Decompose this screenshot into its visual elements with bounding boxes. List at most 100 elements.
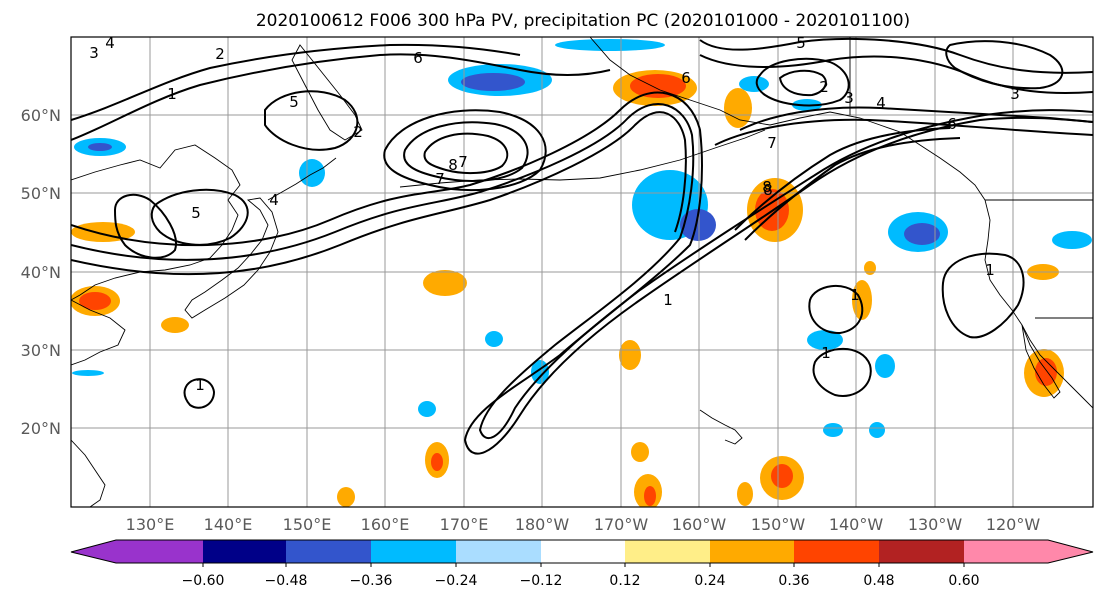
precip-blob: [337, 487, 355, 507]
coastline-philippines: [71, 439, 106, 507]
pv-contour-label: 1: [195, 376, 205, 394]
lat-label: 40°N: [21, 263, 61, 282]
colorbar: −0.60 −0.48 −0.36 −0.24 −0.12 0.12 0.24 …: [70, 539, 1094, 589]
precip-blob: [161, 317, 189, 333]
coastline-asia: [71, 144, 241, 301]
pv-contour-label: 4: [105, 34, 115, 52]
colorbar-segment: [794, 540, 880, 563]
lon-label: 160°E: [361, 515, 410, 534]
lon-label: 140°W: [829, 515, 884, 534]
pv-contour-label: 2: [215, 45, 225, 63]
lat-label: 50°N: [21, 184, 61, 203]
precip-blob: [431, 453, 443, 471]
precip-blob: [823, 423, 843, 437]
precip-blob: [680, 209, 716, 241]
coastline-kurils: [267, 157, 337, 201]
precip-blob: [555, 39, 665, 51]
pv-contour-label: 5: [191, 204, 201, 222]
pv-contour-label: 8: [763, 181, 773, 199]
lon-label: 130°W: [908, 515, 963, 534]
precip-blob: [631, 442, 649, 462]
colorbar-tick-label: −0.12: [520, 573, 563, 589]
lon-label: 150°W: [751, 515, 806, 534]
map-frame: [70, 36, 1094, 508]
precip-blob: [72, 370, 104, 376]
lon-label: 140°E: [204, 515, 253, 534]
lon-label: 120°W: [986, 515, 1041, 534]
colorbar-segment: [710, 540, 795, 563]
pv-contour: [264, 90, 359, 151]
colorbar-tick-label: −0.48: [265, 573, 308, 589]
pv-contour: [699, 54, 1093, 94]
pv-contour-label: 4: [269, 191, 279, 209]
pv-contour-label: 6: [947, 115, 957, 133]
pv-contour: [778, 69, 827, 97]
colorbar-extend-left: [71, 540, 116, 563]
precip-blob: [423, 270, 467, 296]
coastlines: [71, 37, 1093, 507]
pv-contour-label: 3: [844, 89, 854, 107]
precip-blob: [852, 280, 872, 320]
precip-blob: [644, 486, 656, 506]
lon-label: 170°W: [594, 515, 649, 534]
colorbar-tick-label: 0.24: [694, 573, 725, 589]
pv-contour: [150, 188, 249, 246]
lat-label: 60°N: [21, 106, 61, 125]
pv-contour-label: 1: [663, 291, 673, 309]
precip-blob: [739, 76, 769, 92]
pv-contours: [71, 37, 1093, 455]
colorbar-segment: [456, 540, 542, 563]
map-panel: 1 2 3 4 5 6 7 8 1 2 3 4 5 6 7 8 1 2 3 4: [70, 34, 1094, 508]
precip-blob: [418, 401, 436, 417]
colorbar-segments: [71, 540, 1093, 563]
pv-contour-label: 6: [413, 49, 423, 67]
colorbar-segment: [286, 540, 372, 563]
precip-blob: [79, 292, 111, 310]
lon-label: 170°E: [440, 515, 489, 534]
colorbar-tick-label: 0.60: [948, 573, 979, 589]
pv-contour: [71, 43, 521, 121]
pv-contour: [808, 284, 864, 335]
coastline-hawaii: [699, 409, 743, 445]
gridlines: [71, 37, 1093, 507]
pv-contour-label: 3: [89, 44, 99, 62]
colorbar-segment: [964, 540, 1049, 563]
precip-blob: [737, 482, 753, 506]
pv-contour: [403, 121, 529, 182]
colorbar-tick-label: −0.24: [435, 573, 478, 589]
pv-contour-label: 6: [681, 69, 691, 87]
pv-contour-label: 3: [1010, 85, 1020, 103]
lat-label: 20°N: [21, 419, 61, 438]
precip-blob: [299, 159, 325, 187]
precip-blob: [485, 331, 503, 347]
precip-blob: [619, 340, 641, 370]
pv-contour-label: 8: [448, 156, 458, 174]
coastline-na-west: [984, 199, 1093, 409]
colorbar-outline: [70, 539, 1094, 564]
colorbar-segment: [116, 540, 204, 563]
precip-blob: [869, 422, 885, 438]
pv-contour-label: 7: [435, 170, 445, 188]
pv-contour-label: 1: [821, 344, 831, 362]
colorbar-extend-right: [1048, 540, 1093, 563]
lon-label: 160°W: [672, 515, 727, 534]
pv-contour: [71, 111, 687, 276]
pv-contour: [183, 378, 216, 409]
pv-contour-label: 1: [167, 85, 177, 103]
coastline-baja: [1021, 324, 1061, 399]
pv-contour-label: 5: [796, 34, 806, 52]
pv-contour-label: 4: [876, 94, 886, 112]
pv-contour: [739, 106, 1093, 131]
precip-blob: [630, 74, 686, 98]
lat-label: 30°N: [21, 341, 61, 360]
coastline-china: [71, 299, 126, 366]
coastline-alaska: [589, 37, 986, 201]
pv-contour: [734, 127, 951, 231]
pv-contour-label: 2: [819, 78, 829, 96]
coastline-japan: [184, 197, 279, 319]
precip-blob: [88, 143, 112, 151]
precip-blob: [904, 223, 940, 245]
pv-contour: [812, 348, 872, 397]
colorbar-segment: [879, 540, 965, 563]
colorbar-tick-label: 0.12: [609, 573, 640, 589]
